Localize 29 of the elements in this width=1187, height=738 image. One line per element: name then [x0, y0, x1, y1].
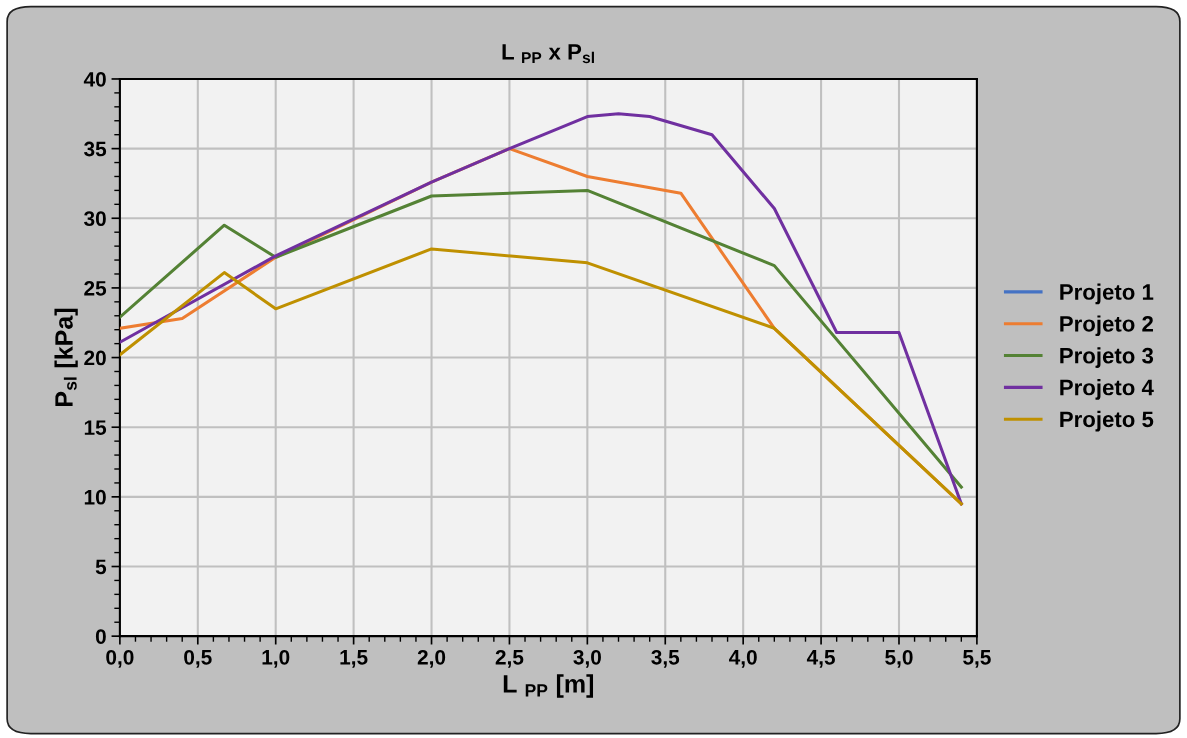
x-tick-label: 1,5 [340, 650, 368, 668]
y-tick-label: 30 [84, 211, 106, 227]
legend-label: Projeto 5 [1060, 410, 1154, 432]
y-tick-label: 5 [95, 559, 107, 575]
x-tick-label: 2,0 [417, 649, 446, 668]
legend-label: Projeto 3 [1060, 347, 1154, 368]
x-tick-label: 3,0 [573, 649, 601, 668]
y-tick-label: 35 [84, 141, 107, 157]
x-tick-label: 2,5 [495, 649, 524, 668]
x-tick-label: 0,5 [184, 649, 212, 668]
x-tick-label: 5,5 [963, 650, 991, 668]
x-axis-title: L $_{PP}$ [m] [503, 674, 594, 698]
x-tick-label: 4,5 [806, 650, 835, 668]
legend-label: Projeto 2 [1060, 315, 1153, 337]
legend-label: Projeto 1 [1060, 283, 1154, 305]
x-tick-label: 5,0 [885, 649, 913, 668]
x-tick-label: 0,0 [106, 649, 134, 668]
legend-label: Projeto 4 [1060, 379, 1154, 400]
x-tick-label: 3,5 [651, 649, 680, 668]
y-tick-label: 20 [84, 350, 106, 366]
y-tick-label: 0 [95, 629, 106, 644]
chart-title: L $_{PP}$ x P$_{sl}$ [502, 44, 594, 64]
y-tick-label: 10 [84, 489, 106, 505]
x-tick-label: 1,0 [262, 649, 290, 668]
y-tick-label: 15 [84, 420, 107, 435]
y-axis-title: P$_{sl}$ [kPa] [54, 308, 78, 407]
y-tick-label: 40 [83, 71, 106, 87]
y-tick-label: 25 [84, 280, 107, 296]
x-tick-label: 4,0 [729, 649, 757, 668]
